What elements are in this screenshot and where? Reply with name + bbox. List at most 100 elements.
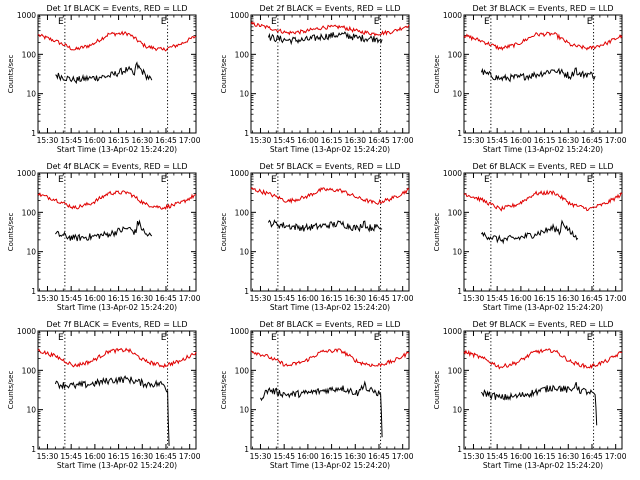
y-tick-label: 100 — [235, 208, 250, 217]
x-tick-label: 16:00 — [297, 136, 319, 145]
x-axis-label: Start Time (13-Apr-02 15:24:20) — [57, 303, 177, 312]
events-series-line — [55, 219, 153, 242]
x-tick-label: 15:45 — [60, 452, 82, 461]
event-marker-label: E — [271, 17, 277, 27]
x-axis-label: Start Time (13-Apr-02 15:24:20) — [270, 303, 390, 312]
y-axis-label: Counts/sec — [433, 213, 441, 252]
y-tick-label: 1 — [244, 287, 249, 296]
x-tick-label: 15:45 — [60, 136, 82, 145]
x-tick-label: 16:30 — [344, 452, 366, 461]
x-tick-label: 15:30 — [37, 136, 59, 145]
plot-frame — [463, 14, 623, 134]
x-tick-label: 16:30 — [557, 452, 579, 461]
x-tick-label: 15:45 — [273, 294, 295, 303]
y-tick-label: 10 — [239, 90, 249, 99]
lld-series-line — [463, 189, 623, 212]
x-tick-label: 16:00 — [84, 136, 106, 145]
panel-title: Det 6f BLACK = Events, RED = LLD — [472, 162, 613, 171]
panel-det-9: Det 9f BLACK = Events, RED = LLD 1 10 100 10… — [433, 320, 627, 470]
event-marker-label: E — [587, 333, 593, 343]
event-marker-label: E — [271, 333, 277, 343]
x-axis-label: Start Time (13-Apr-02 15:24:20) — [270, 461, 390, 470]
y-tick-label: 10 — [26, 406, 36, 415]
x-tick-label: 16:15 — [108, 452, 130, 461]
x-tick-label: 16:45 — [155, 136, 177, 145]
x-tick-label: 16:15 — [321, 294, 343, 303]
event-marker-label: E — [271, 175, 277, 185]
x-tick-label: 16:00 — [297, 294, 319, 303]
panel-det-7: Det 7f BLACK = Events, RED = LLD 1 10 100 10… — [7, 320, 201, 470]
plot-frame — [37, 330, 197, 450]
y-tick-label: 1000 — [443, 11, 462, 20]
x-tick-label: 15:30 — [463, 136, 485, 145]
y-tick-label: 1000 — [443, 169, 462, 178]
x-tick-label: 16:15 — [108, 136, 130, 145]
x-axis-label: Start Time (13-Apr-02 15:24:20) — [483, 145, 603, 154]
panel-det-6: Det 6f BLACK = Events, RED = LLD 1 10 100 10… — [433, 162, 627, 312]
panel-title: Det 1f BLACK = Events, RED = LLD — [46, 4, 187, 13]
panel-title: Det 4f BLACK = Events, RED = LLD — [46, 162, 187, 171]
events-series-line — [54, 375, 170, 446]
y-tick-label: 10 — [452, 90, 462, 99]
x-tick-label: 16:15 — [534, 136, 556, 145]
event-marker-label: E — [484, 17, 490, 27]
x-tick-label: 17:00 — [392, 136, 414, 145]
x-tick-label: 16:30 — [131, 294, 153, 303]
events-series-line — [55, 61, 153, 85]
plot-frame — [463, 330, 623, 450]
event-marker-label: E — [161, 333, 167, 343]
panel-det-5: Det 5f BLACK = Events, RED = LLD 1 10 100 10… — [220, 162, 414, 312]
panel-title: Det 9f BLACK = Events, RED = LLD — [472, 320, 613, 329]
y-tick-label: 1000 — [230, 327, 249, 336]
x-tick-label: 15:45 — [273, 136, 295, 145]
x-tick-label: 16:45 — [155, 294, 177, 303]
panel-det-2: Det 2f BLACK = Events, RED = LLD 1 10 100 10… — [220, 4, 414, 154]
y-tick-label: 10 — [26, 248, 36, 257]
x-tick-label: 16:45 — [155, 452, 177, 461]
x-tick-label: 16:00 — [84, 452, 106, 461]
event-marker-label: E — [374, 17, 380, 27]
y-tick-label: 100 — [22, 50, 37, 59]
x-axis-label: Start Time (13-Apr-02 15:24:20) — [57, 461, 177, 470]
events-series-line — [480, 382, 598, 426]
event-marker-label: E — [161, 175, 167, 185]
y-tick-label: 100 — [22, 208, 37, 217]
x-axis-label: Start Time (13-Apr-02 15:24:20) — [483, 303, 603, 312]
y-tick-label: 1 — [457, 129, 462, 138]
y-tick-label: 10 — [239, 248, 249, 257]
lld-series-line — [37, 30, 197, 52]
x-tick-label: 15:30 — [37, 452, 59, 461]
event-marker-label: E — [484, 333, 490, 343]
x-tick-label: 16:00 — [297, 452, 319, 461]
y-axis-label: Counts/sec — [220, 213, 228, 252]
y-tick-label: 100 — [448, 366, 463, 375]
y-tick-label: 100 — [448, 208, 463, 217]
x-tick-label: 17:00 — [179, 294, 201, 303]
x-tick-label: 15:45 — [273, 452, 295, 461]
x-axis-label: Start Time (13-Apr-02 15:24:20) — [483, 461, 603, 470]
y-axis-label: Counts/sec — [7, 55, 15, 94]
x-tick-label: 16:30 — [344, 294, 366, 303]
lld-series-line — [250, 348, 410, 368]
y-tick-label: 1000 — [17, 327, 36, 336]
x-tick-label: 16:45 — [581, 452, 603, 461]
x-tick-label: 16:45 — [368, 452, 390, 461]
y-tick-label: 1 — [457, 287, 462, 296]
panel-det-3: Det 3f BLACK = Events, RED = LLD 1 10 100 10… — [433, 4, 627, 154]
x-tick-label: 15:30 — [250, 136, 272, 145]
x-tick-label: 16:30 — [131, 452, 153, 461]
plot-frame — [37, 14, 197, 134]
plot-frame — [250, 172, 410, 292]
y-tick-label: 100 — [235, 366, 250, 375]
x-tick-label: 17:00 — [605, 452, 627, 461]
lld-series-line — [463, 31, 623, 51]
y-tick-label: 10 — [26, 90, 36, 99]
x-axis-label: Start Time (13-Apr-02 15:24:20) — [270, 145, 390, 154]
events-series-line — [260, 380, 383, 438]
x-tick-label: 16:45 — [581, 294, 603, 303]
x-tick-label: 17:00 — [179, 136, 201, 145]
panel-title: Det 2f BLACK = Events, RED = LLD — [259, 4, 400, 13]
x-tick-label: 16:30 — [557, 294, 579, 303]
lld-series-line — [250, 186, 410, 205]
lld-series-line — [37, 190, 197, 211]
